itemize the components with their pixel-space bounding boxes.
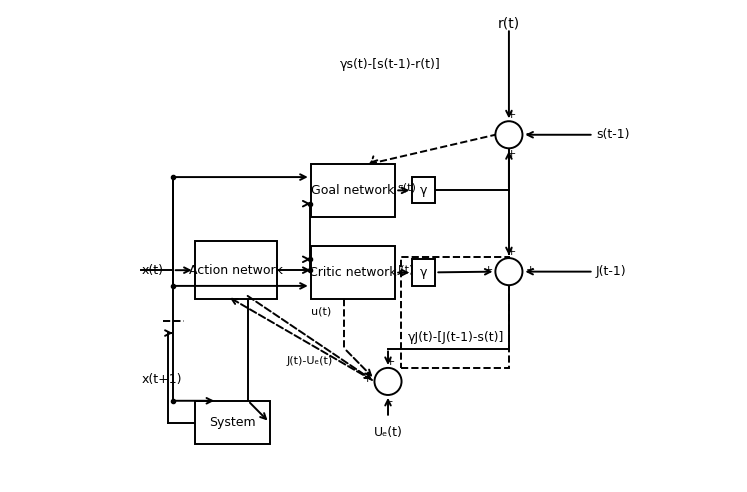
- Bar: [311, 246, 395, 299]
- Circle shape: [495, 121, 522, 148]
- Text: +: +: [507, 110, 516, 120]
- Text: u(t): u(t): [311, 307, 331, 316]
- Text: γ: γ: [420, 266, 427, 279]
- Text: J(t)-Uₑ(t): J(t)-Uₑ(t): [286, 356, 332, 366]
- Bar: [412, 177, 436, 203]
- Text: Action network: Action network: [189, 264, 282, 277]
- Text: x(t): x(t): [141, 264, 164, 277]
- Text: γs(t)-[s(t-1)-r(t)]: γs(t)-[s(t-1)-r(t)]: [340, 58, 441, 71]
- Bar: [194, 401, 270, 444]
- Text: +: +: [484, 265, 494, 275]
- Text: s(t-1): s(t-1): [596, 128, 630, 141]
- Text: Uₑ(t): Uₑ(t): [374, 426, 403, 439]
- Text: s(t): s(t): [397, 183, 417, 193]
- Bar: [400, 257, 509, 369]
- Text: -: -: [526, 128, 530, 138]
- Text: +: +: [526, 265, 536, 275]
- Text: Critic network: Critic network: [309, 266, 397, 279]
- Text: x(t+1): x(t+1): [141, 372, 182, 386]
- Text: J(t): J(t): [397, 265, 414, 275]
- Circle shape: [495, 258, 522, 285]
- Text: +: +: [507, 149, 516, 159]
- Text: -: -: [389, 396, 393, 406]
- Text: +: +: [386, 357, 396, 367]
- Text: Goal network: Goal network: [311, 184, 394, 197]
- Bar: [311, 164, 395, 217]
- Text: +: +: [507, 247, 516, 257]
- Text: J(t-1): J(t-1): [596, 265, 627, 278]
- Text: γ: γ: [420, 184, 427, 197]
- Bar: [194, 241, 277, 299]
- Text: r(t): r(t): [498, 17, 520, 31]
- Bar: [412, 259, 436, 286]
- Text: +: +: [363, 374, 373, 384]
- Text: γJ(t)-[J(t-1)-s(t)]: γJ(t)-[J(t-1)-s(t)]: [407, 332, 503, 344]
- Text: System: System: [208, 416, 255, 429]
- Circle shape: [374, 368, 402, 395]
